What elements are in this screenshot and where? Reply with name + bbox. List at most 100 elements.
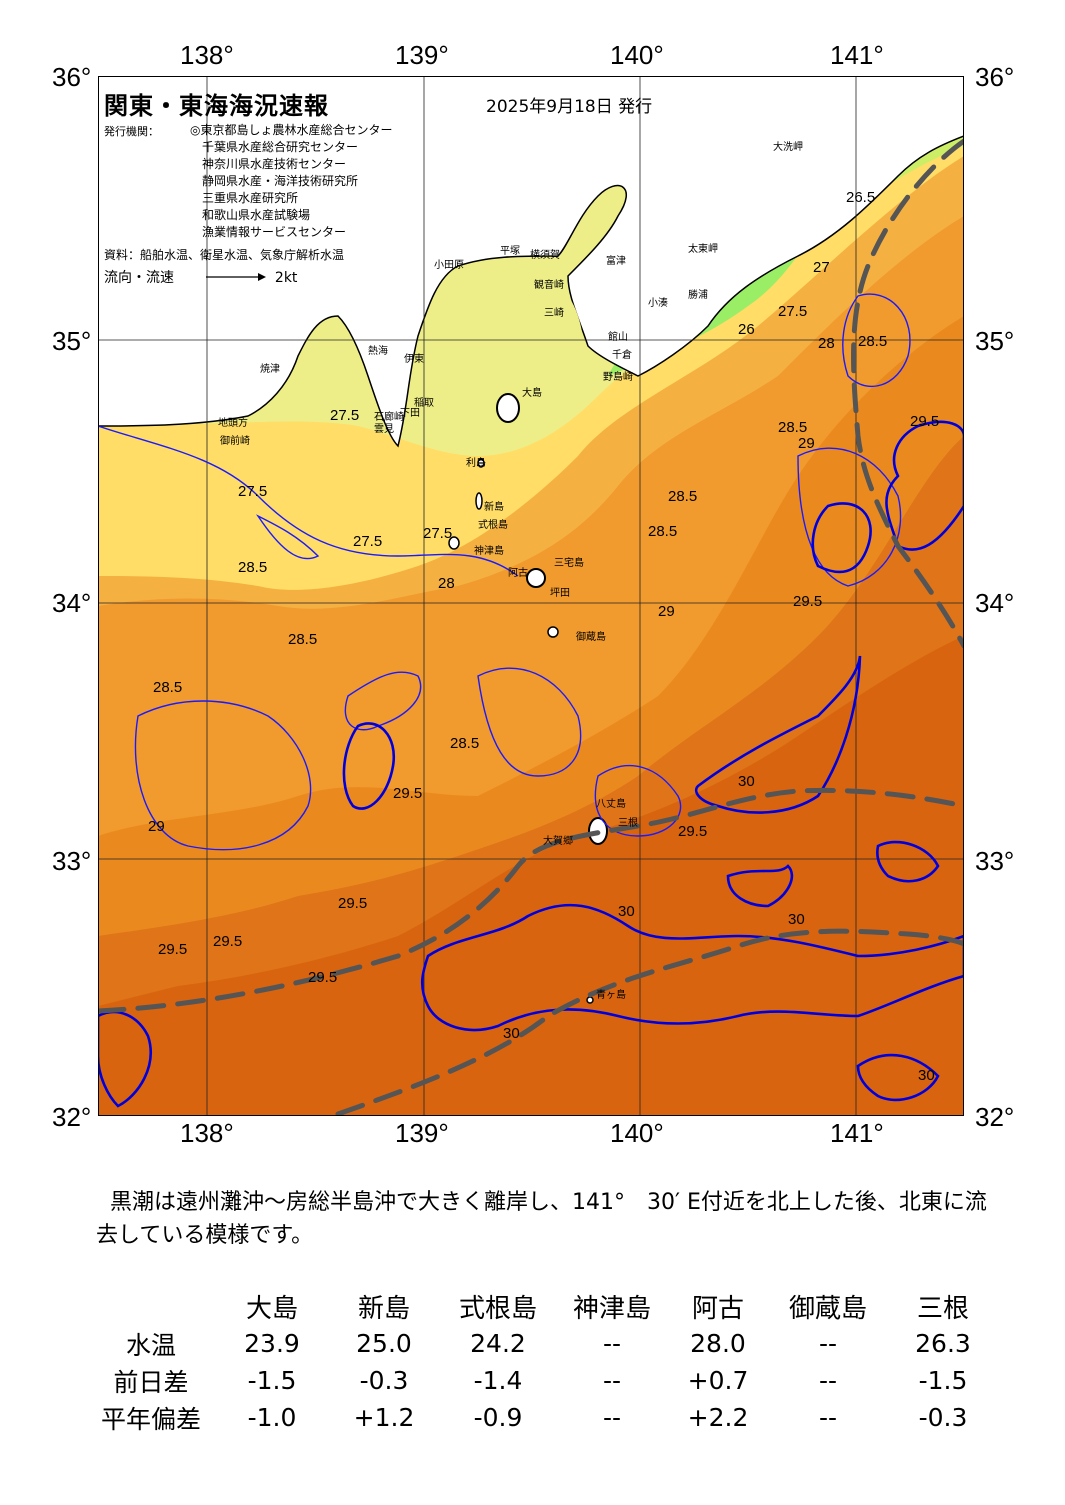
place-katsuura: 勝浦 — [688, 288, 708, 301]
place-hiratsuka: 平塚 — [500, 245, 520, 257]
lon-bottom-140: 140° — [610, 1118, 664, 1148]
table-corner — [86, 1288, 216, 1325]
iso-label-29_5-h: 29.5 — [308, 969, 337, 986]
place-jitogata: 地頭方 — [218, 416, 248, 429]
issuer-6: 和歌山県水産試験場 — [202, 208, 311, 222]
lat-right-33: 33° — [975, 846, 1015, 876]
description-text: 黒潮は遠州灘沖～房総半島沖で大きく離岸し、141° 30′ E付近を北上した後、… — [96, 1190, 987, 1248]
place-odawara: 小田原 — [434, 259, 464, 271]
table-cell: -- — [818, 1403, 838, 1432]
data-source: 資料：船舶水温、衛星水温、気象庁解析水温 — [104, 248, 345, 262]
iso-label-27_5-b: 27.5 — [330, 407, 359, 424]
table-cell: 28.0 — [690, 1329, 746, 1358]
iso-label-26_5: 26.5 — [846, 189, 875, 206]
place-futtsu: 富津 — [606, 254, 626, 267]
isotherm-30-lines — [98, 420, 964, 1108]
iso-label-28-b: 28 — [438, 575, 455, 592]
iso-label-29_5-d: 29.5 — [678, 823, 707, 840]
place-misaki: 三崎 — [544, 306, 564, 319]
lat-left-36: 36° — [52, 62, 92, 92]
iso-label-27: 27 — [813, 259, 830, 276]
island-aogashima — [586, 996, 594, 1004]
place-mitsune: 三根 — [618, 816, 638, 829]
kuroshio-description: 黒潮は遠州灘沖～房総半島沖で大きく離岸し、141° 30′ E付近を北上した後、… — [96, 1186, 996, 1252]
place-niijima: 新島 — [484, 500, 504, 513]
place-ako: 阿古 — [508, 566, 528, 579]
iso-label-29_5-g: 29.5 — [213, 933, 242, 950]
iso-label-29-a: 29 — [798, 435, 815, 452]
table-cell: -0.3 — [918, 1403, 968, 1432]
station-header: 新島 — [357, 1294, 410, 1324]
row-label: 平年偏差 — [100, 1404, 201, 1434]
island-toshima — [477, 458, 485, 468]
lat-right-34: 34° — [975, 588, 1015, 618]
place-shimoda: 下田 — [400, 408, 420, 419]
issuer-5: 三重県水産研究所 — [202, 191, 299, 205]
table-row: 平年偏差 -1.0 +1.2 -0.9 -- +2.2 -- -0.3 — [86, 1399, 998, 1436]
issuer-4: 静岡県水産・海洋技術研究所 — [202, 174, 359, 188]
isotherm-lines — [98, 293, 911, 851]
table-cell: -- — [602, 1366, 622, 1395]
place-labels: 大洗岬 太東岬 野島崎 小湊 勝浦 館山 千倉 三崎 観音崎 富津 横須賀 平塚… — [218, 140, 803, 1001]
map-title: 関東・東海海況速報 — [104, 92, 329, 120]
place-chikura: 千倉 — [612, 348, 632, 361]
table-cell: +0.7 — [687, 1366, 749, 1395]
place-kumomi: 石廊崎 — [374, 410, 404, 423]
lon-top-141: 141° — [830, 40, 884, 70]
land-honshu — [98, 76, 964, 448]
iso-label-28_5-g: 28.5 — [153, 679, 182, 696]
iso-label-26: 26 — [738, 321, 755, 338]
issuer-3: 神奈川県水産技術センター — [202, 157, 347, 171]
island-mikurajima — [547, 626, 559, 638]
iso-label-30-a: 30 — [738, 773, 755, 790]
iso-label-27_5-a: 27.5 — [778, 303, 807, 320]
place-nojima: 野島崎 — [603, 370, 633, 383]
table-cell: -- — [818, 1329, 838, 1358]
issuer-1: ◎東京都島しょ農林水産総合センター — [190, 123, 393, 137]
row-label: 前日差 — [113, 1367, 189, 1397]
place-mikurajima: 御蔵島 — [576, 630, 606, 643]
island-oshima — [496, 393, 520, 423]
station-header: 神津島 — [572, 1294, 651, 1324]
lat-left-32: 32° — [52, 1102, 92, 1132]
table-cell: -- — [602, 1329, 622, 1358]
iso-label-27_5-c: 27.5 — [238, 483, 267, 500]
place-miyakejima: 三宅島 — [554, 556, 584, 569]
place-kozushima: 神津島 — [474, 544, 504, 557]
table-cell: 26.3 — [915, 1329, 971, 1358]
sagami-bay — [412, 271, 584, 450]
iso-label-29_5-c: 29.5 — [393, 785, 422, 802]
island-niijima — [475, 492, 483, 510]
iso-label-30-d: 30 — [503, 1025, 520, 1042]
iso-label-28_5-h: 28.5 — [450, 735, 479, 752]
table-cell: -- — [818, 1366, 838, 1395]
flow-arrow-icon — [206, 273, 267, 281]
iso-label-28_5-c: 28.5 — [238, 559, 267, 576]
place-yaizu: 焼津 — [260, 363, 280, 375]
lat-right-36: 36° — [975, 62, 1015, 92]
sea-temperature-map: 26.5 27 26 27.5 28 28.5 28.5 29 29.5 27.… — [98, 76, 964, 1116]
table-cell: 24.2 — [470, 1329, 526, 1358]
lat-right-32: 32° — [975, 1102, 1015, 1132]
issuer-label: 発行機関： — [104, 125, 159, 138]
iso-label-28-a: 28 — [818, 335, 835, 352]
place-taito: 太東岬 — [688, 242, 718, 255]
place-kannonzaki: 観音崎 — [534, 278, 564, 291]
lat-left-33: 33° — [52, 846, 92, 876]
iso-label-28_5-e: 28.5 — [648, 523, 677, 540]
table-cell: 25.0 — [356, 1329, 412, 1358]
iso-label-28_5-d: 28.5 — [668, 488, 697, 505]
kuroshio-axis — [98, 138, 964, 1116]
table-cell: -0.9 — [473, 1403, 523, 1432]
isotherm-labels: 26.5 27 26 27.5 28 28.5 28.5 29 29.5 27.… — [148, 189, 939, 1084]
place-oshima: 大島 — [522, 386, 542, 399]
island-miyakejima — [526, 568, 546, 588]
table-cell: 23.9 — [244, 1329, 300, 1358]
place-kominato: 小湊 — [648, 296, 668, 309]
lon-bottom-141: 141° — [830, 1118, 884, 1148]
table-cell: -- — [602, 1403, 622, 1432]
place-yokosuka: 横須賀 — [530, 248, 560, 261]
table-cell: +1.2 — [353, 1403, 415, 1432]
iso-label-29_5-a: 29.5 — [910, 413, 939, 430]
lon-top-138: 138° — [180, 40, 234, 70]
